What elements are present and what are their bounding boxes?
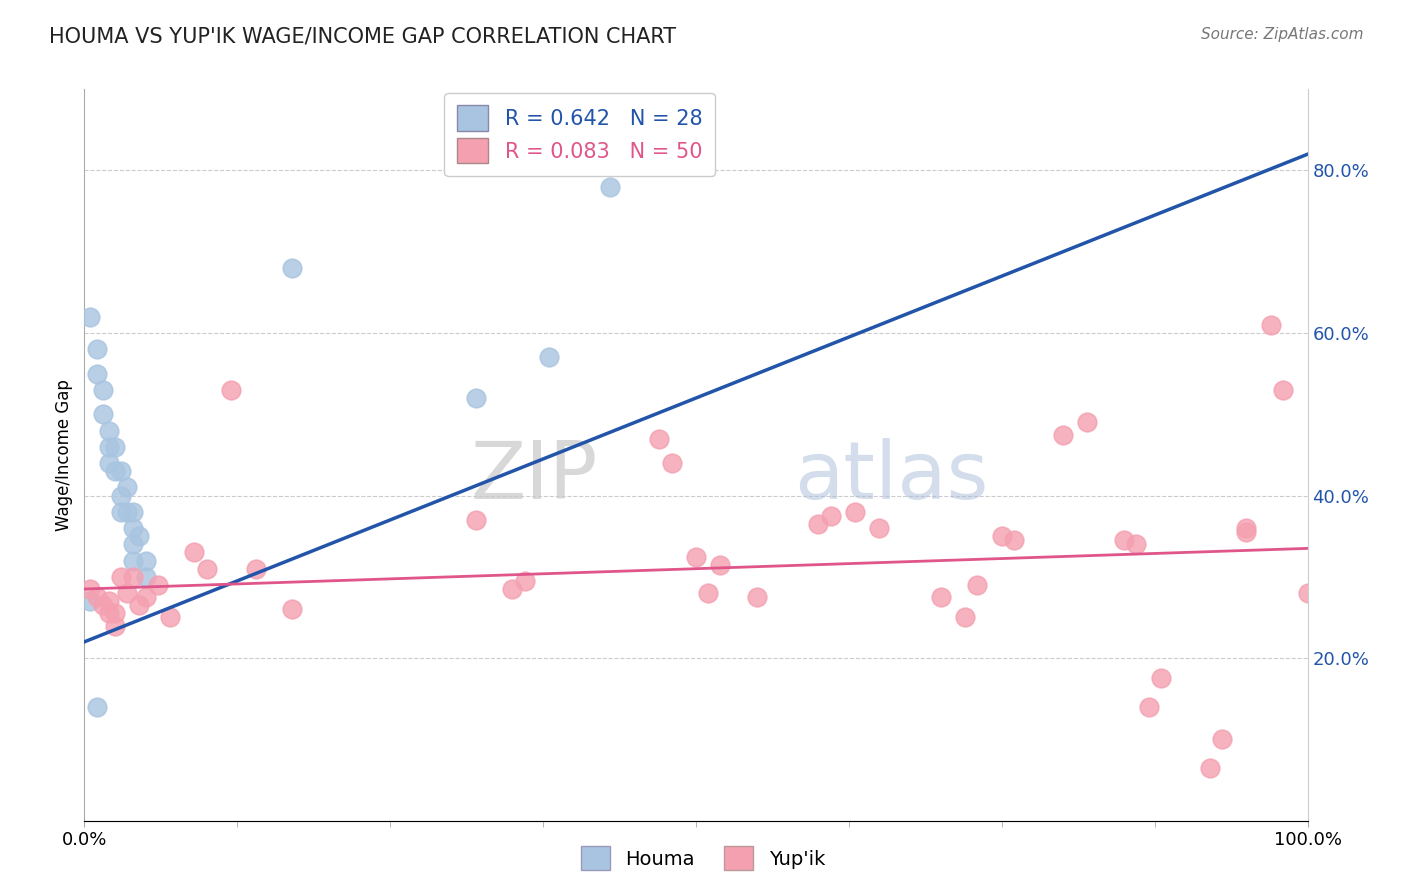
Point — [128, 599, 150, 613]
Point — [1211, 732, 1233, 747]
Point — [146, 578, 169, 592]
Point — [1150, 672, 1173, 686]
Point — [1125, 537, 1147, 551]
Point — [110, 570, 132, 584]
Point — [115, 586, 138, 600]
Point — [183, 545, 205, 559]
Point — [110, 505, 132, 519]
Point — [1137, 699, 1160, 714]
Text: HOUMA VS YUP'IK WAGE/INCOME GAP CORRELATION CHART: HOUMA VS YUP'IK WAGE/INCOME GAP CORRELAT… — [49, 27, 676, 46]
Point — [79, 594, 101, 608]
Text: ZIP: ZIP — [471, 438, 598, 516]
Point — [1236, 521, 1258, 535]
Legend: Houma, Yup'ik: Houma, Yup'ik — [574, 838, 832, 878]
Point — [122, 505, 145, 519]
Point — [1198, 761, 1220, 775]
Point — [1002, 533, 1025, 548]
Point — [513, 574, 536, 588]
Point — [122, 537, 145, 551]
Text: atlas: atlas — [794, 438, 988, 516]
Point — [709, 558, 731, 572]
Point — [97, 424, 120, 438]
Point — [1236, 525, 1258, 540]
Point — [953, 610, 976, 624]
Point — [991, 529, 1014, 543]
Point — [661, 456, 683, 470]
Point — [104, 464, 127, 478]
Point — [86, 590, 108, 604]
Point — [86, 343, 108, 357]
Point — [820, 508, 842, 523]
Point — [115, 505, 138, 519]
Point — [1296, 586, 1319, 600]
Point — [1272, 383, 1295, 397]
Point — [1076, 416, 1098, 430]
Point — [966, 578, 988, 592]
Point — [110, 464, 132, 478]
Point — [79, 582, 101, 596]
Point — [86, 699, 108, 714]
Y-axis label: Wage/Income Gap: Wage/Income Gap — [55, 379, 73, 531]
Point — [122, 521, 145, 535]
Point — [135, 553, 157, 567]
Point — [281, 602, 304, 616]
Point — [195, 562, 218, 576]
Point — [159, 610, 181, 624]
Point — [91, 599, 114, 613]
Point — [1260, 318, 1282, 332]
Point — [86, 367, 108, 381]
Point — [104, 618, 127, 632]
Point — [91, 383, 114, 397]
Point — [697, 586, 720, 600]
Point — [135, 570, 157, 584]
Point — [281, 260, 304, 275]
Point — [97, 456, 120, 470]
Point — [97, 440, 120, 454]
Point — [685, 549, 707, 564]
Point — [128, 529, 150, 543]
Point — [747, 590, 769, 604]
Point — [219, 383, 242, 397]
Point — [464, 513, 486, 527]
Point — [844, 505, 866, 519]
Point — [115, 480, 138, 494]
Point — [91, 407, 114, 421]
Text: Source: ZipAtlas.com: Source: ZipAtlas.com — [1201, 27, 1364, 42]
Point — [79, 310, 101, 324]
Point — [869, 521, 891, 535]
Point — [648, 432, 671, 446]
Point — [929, 590, 952, 604]
Point — [97, 594, 120, 608]
Point — [110, 489, 132, 503]
Point — [122, 553, 145, 567]
Point — [807, 516, 830, 531]
Point — [104, 607, 127, 621]
Point — [135, 590, 157, 604]
Point — [1052, 427, 1074, 442]
Point — [502, 582, 524, 596]
Point — [104, 440, 127, 454]
Point — [464, 391, 486, 405]
Point — [1114, 533, 1136, 548]
Point — [97, 607, 120, 621]
Point — [122, 570, 145, 584]
Legend: R = 0.642   N = 28, R = 0.083   N = 50: R = 0.642 N = 28, R = 0.083 N = 50 — [444, 93, 716, 176]
Point — [599, 179, 621, 194]
Point — [538, 351, 561, 365]
Point — [245, 562, 267, 576]
